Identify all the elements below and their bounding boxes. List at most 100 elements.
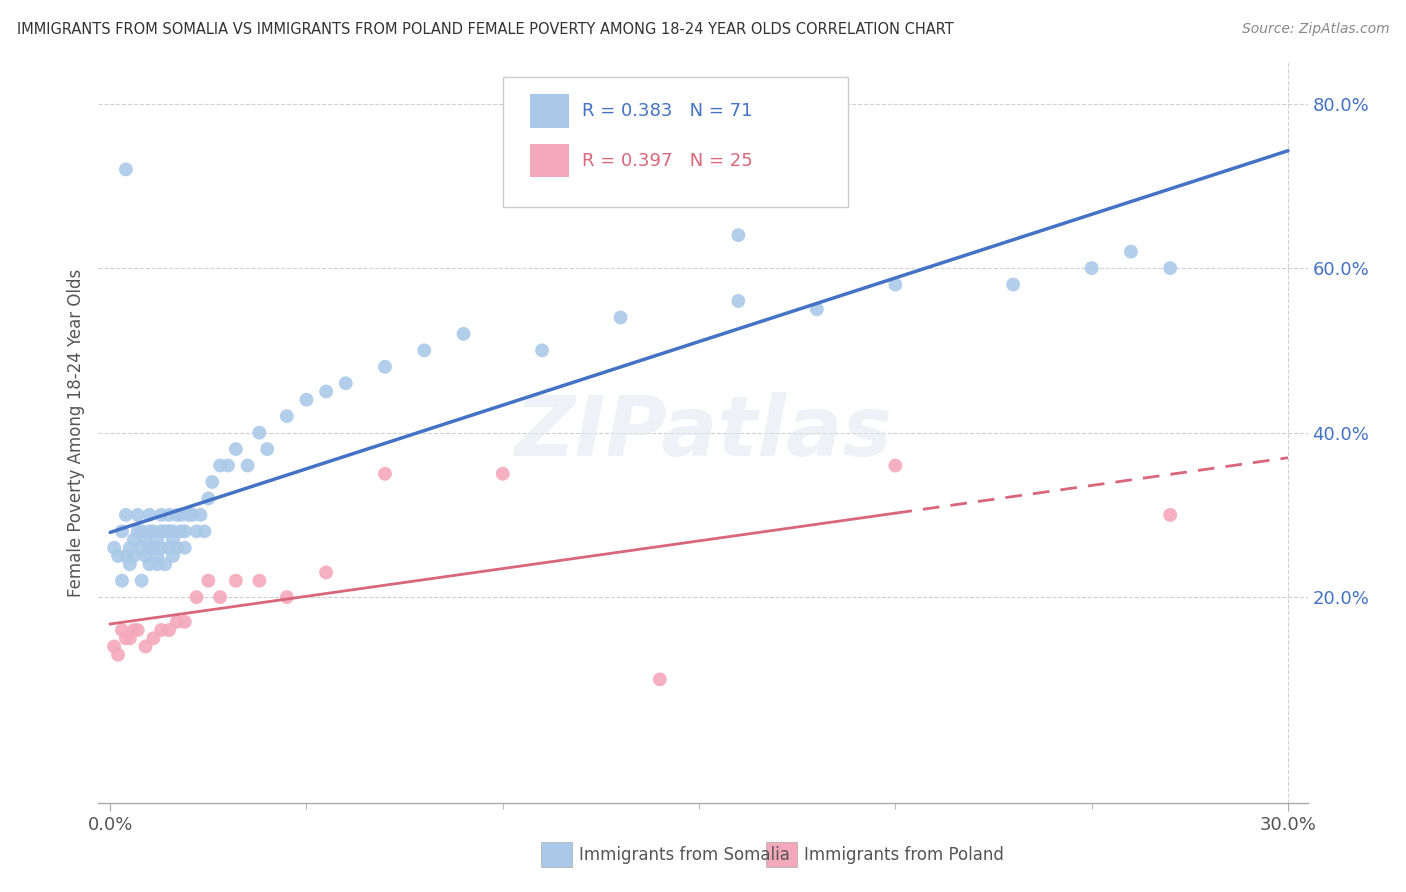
Point — [181, 508, 204, 522]
Point — [138, 558, 160, 572]
Point — [103, 541, 125, 555]
Point — [138, 508, 160, 522]
Point — [276, 409, 298, 424]
Text: IMMIGRANTS FROM SOMALIA VS IMMIGRANTS FROM POLAND FEMALE POVERTY AMONG 18-24 YEA: IMMIGRANTS FROM SOMALIA VS IMMIGRANTS FR… — [17, 22, 953, 37]
Point — [453, 326, 475, 341]
Point — [806, 302, 828, 317]
Point — [131, 541, 153, 555]
Point — [146, 558, 169, 572]
Point — [197, 574, 219, 588]
Point — [413, 343, 436, 358]
Point — [150, 524, 173, 539]
Point — [225, 442, 247, 456]
Point — [177, 508, 200, 522]
Point — [492, 467, 515, 481]
Point — [118, 541, 141, 555]
Point — [150, 541, 173, 555]
Point — [142, 632, 165, 646]
Point — [146, 549, 169, 563]
Point — [374, 359, 396, 374]
Text: Immigrants from Somalia: Immigrants from Somalia — [579, 846, 790, 863]
Point — [276, 590, 298, 604]
Text: Source: ZipAtlas.com: Source: ZipAtlas.com — [1241, 22, 1389, 37]
Point — [236, 458, 259, 473]
Point — [374, 467, 396, 481]
Point — [162, 533, 184, 547]
FancyBboxPatch shape — [530, 95, 569, 128]
Point — [115, 508, 138, 522]
Point — [170, 524, 193, 539]
Point — [166, 615, 188, 629]
Point — [186, 590, 208, 604]
Point — [209, 458, 232, 473]
Point — [157, 508, 180, 522]
Point — [131, 524, 153, 539]
Point — [153, 558, 176, 572]
Point — [150, 508, 173, 522]
Point — [193, 524, 215, 539]
Point — [157, 623, 180, 637]
Text: R = 0.383   N = 71: R = 0.383 N = 71 — [582, 102, 752, 120]
Point — [648, 673, 671, 687]
Point — [115, 549, 138, 563]
Point — [186, 524, 208, 539]
Point — [162, 524, 184, 539]
Point — [127, 524, 149, 539]
Point — [1159, 508, 1181, 522]
Bar — [766, 842, 797, 867]
Point — [138, 524, 160, 539]
Point — [217, 458, 239, 473]
Point — [142, 541, 165, 555]
Point — [122, 533, 145, 547]
Point — [256, 442, 278, 456]
Point — [225, 574, 247, 588]
Point — [115, 162, 138, 177]
Point — [115, 632, 138, 646]
Point — [138, 541, 160, 555]
Point — [118, 558, 141, 572]
Point — [146, 533, 169, 547]
Point — [111, 623, 134, 637]
Point — [201, 475, 224, 489]
Point — [1159, 261, 1181, 276]
Point — [111, 574, 134, 588]
Y-axis label: Female Poverty Among 18-24 Year Olds: Female Poverty Among 18-24 Year Olds — [66, 268, 84, 597]
Point — [127, 623, 149, 637]
Text: ZIPatlas: ZIPatlas — [515, 392, 891, 473]
Point — [166, 508, 188, 522]
FancyBboxPatch shape — [530, 144, 569, 178]
Point — [1119, 244, 1142, 259]
Point — [1002, 277, 1025, 292]
Point — [173, 524, 195, 539]
Point — [111, 524, 134, 539]
Point — [122, 623, 145, 637]
Point — [122, 549, 145, 563]
Point — [295, 392, 318, 407]
Point — [884, 458, 907, 473]
Point — [884, 277, 907, 292]
Point — [315, 384, 337, 399]
Point — [103, 640, 125, 654]
Point — [166, 541, 188, 555]
Point — [209, 590, 232, 604]
FancyBboxPatch shape — [503, 78, 848, 207]
Point — [150, 623, 173, 637]
Text: R = 0.397   N = 25: R = 0.397 N = 25 — [582, 152, 752, 169]
Point — [609, 310, 631, 325]
Bar — [541, 842, 572, 867]
Point — [335, 376, 357, 391]
Point — [1080, 261, 1102, 276]
Point — [197, 491, 219, 506]
Point — [107, 549, 129, 563]
Point — [118, 632, 141, 646]
Point — [135, 533, 157, 547]
Point — [142, 524, 165, 539]
Point — [727, 293, 749, 308]
Point — [127, 508, 149, 522]
Point — [170, 508, 193, 522]
Point — [173, 615, 195, 629]
Point — [157, 524, 180, 539]
Point — [247, 574, 270, 588]
Point — [135, 640, 157, 654]
Point — [531, 343, 554, 358]
